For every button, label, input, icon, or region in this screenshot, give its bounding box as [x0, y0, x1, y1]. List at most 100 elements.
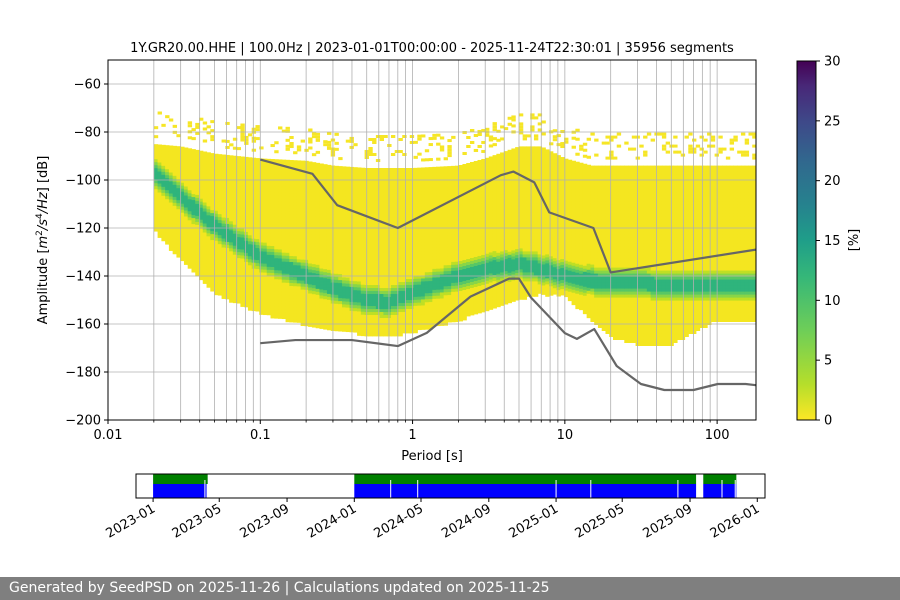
heatmap-cell — [492, 227, 497, 231]
heatmap-cell — [300, 316, 305, 321]
heatmap-cell — [496, 243, 501, 248]
heatmap-cell — [293, 184, 298, 188]
heatmap-cell — [466, 235, 471, 239]
heatmap-cell — [266, 254, 272, 259]
heatmap-cell — [281, 255, 287, 260]
heatmap-cell — [496, 246, 501, 251]
heatmap-cell — [210, 276, 215, 280]
heatmap-cell — [432, 205, 437, 210]
heatmap-cell — [424, 260, 430, 264]
heatmap-cell — [232, 218, 238, 223]
heatmap-cell — [421, 275, 426, 279]
heatmap-cell — [244, 216, 249, 221]
heatmap-cell — [244, 252, 249, 257]
heatmap-cell — [326, 164, 332, 169]
heatmap-cell — [315, 267, 321, 272]
heatmap-cell — [304, 259, 309, 264]
heatmap-cell — [473, 229, 479, 234]
heatmap-cell — [436, 247, 441, 252]
heatmap-cell — [285, 192, 290, 197]
heatmap-cell — [214, 228, 219, 233]
heatmap-cell — [473, 298, 479, 303]
heatmap-cell — [281, 303, 287, 308]
heatmap-cell — [281, 291, 287, 296]
heatmap-cell — [270, 240, 275, 244]
heatmap-cell — [326, 296, 332, 301]
heatmap-cell — [236, 126, 241, 130]
heatmap-cell — [417, 236, 422, 241]
heatmap-cell — [466, 256, 471, 260]
heatmap-cell — [274, 210, 279, 214]
heatmap-cell — [225, 250, 230, 255]
heatmap-cell — [383, 198, 388, 202]
heatmap-cell — [229, 266, 234, 270]
heatmap-cell — [473, 265, 479, 270]
heatmap-cell — [492, 203, 497, 207]
heatmap-cell — [424, 167, 430, 171]
heatmap-cell — [492, 188, 497, 192]
heatmap-cell — [221, 277, 226, 281]
heatmap-cell — [342, 271, 347, 275]
heatmap-cell — [409, 264, 415, 268]
heatmap-cell — [300, 202, 305, 207]
heatmap-cell — [424, 299, 430, 303]
heatmap-cell — [240, 270, 245, 274]
heatmap-cell — [206, 248, 211, 252]
heatmap-cell — [345, 295, 351, 300]
heatmap-cell — [172, 124, 178, 128]
heatmap-cell — [439, 187, 445, 191]
heatmap-cell — [458, 282, 464, 286]
heatmap-cell — [236, 216, 241, 220]
heatmap-cell — [454, 270, 460, 275]
heatmap-cell — [232, 254, 238, 259]
heatmap-cell — [157, 168, 162, 172]
heatmap-cell — [360, 254, 366, 259]
heatmap-cell — [214, 192, 219, 197]
heatmap-cell — [406, 315, 411, 319]
heatmap-cell — [379, 312, 385, 316]
heatmap-cell — [255, 242, 260, 246]
heatmap-cell — [311, 198, 317, 202]
heatmap-cell — [315, 270, 321, 275]
heatmap-cell — [319, 295, 324, 299]
heatmap-cell — [379, 249, 385, 253]
heatmap-cell — [458, 249, 464, 253]
heatmap-cell — [172, 172, 178, 177]
heatmap-cell — [436, 241, 441, 246]
heatmap-cell — [417, 221, 422, 226]
heatmap-cell — [383, 177, 388, 181]
heatmap-cell — [345, 268, 351, 273]
heatmap-cell — [402, 249, 407, 253]
heatmap-cell — [304, 217, 309, 222]
heatmap-cell — [308, 254, 313, 258]
heatmap-cell — [244, 162, 249, 167]
heatmap-cell — [485, 175, 490, 180]
heatmap-cell — [345, 229, 351, 234]
heatmap-cell — [202, 232, 208, 236]
heatmap-cell — [417, 257, 422, 262]
heatmap-cell — [406, 168, 411, 172]
heatmap-cell — [225, 286, 230, 291]
heatmap-cell — [496, 297, 501, 302]
heatmap-cell — [240, 255, 245, 259]
heatmap-cell — [338, 157, 343, 161]
heatmap-cell — [454, 201, 460, 206]
heatmap-cell — [323, 278, 328, 282]
heatmap-cell — [259, 179, 264, 183]
heatmap-cell — [402, 258, 407, 262]
heatmap-cell — [289, 286, 294, 290]
heatmap-cell — [462, 194, 467, 198]
heatmap-cell — [199, 249, 204, 254]
heatmap-cell — [496, 234, 501, 239]
heatmap-cell — [221, 166, 226, 170]
heatmap-cell — [244, 159, 249, 164]
heatmap-cell — [240, 213, 245, 217]
heatmap-cell — [168, 175, 174, 179]
heatmap-cell — [281, 213, 287, 218]
heatmap-cell — [492, 296, 497, 300]
heatmap-cell — [338, 268, 343, 272]
heatmap-cell — [481, 191, 486, 196]
heatmap-cell — [409, 204, 415, 208]
heatmap-cell — [251, 295, 257, 300]
heatmap-cell — [372, 258, 377, 262]
